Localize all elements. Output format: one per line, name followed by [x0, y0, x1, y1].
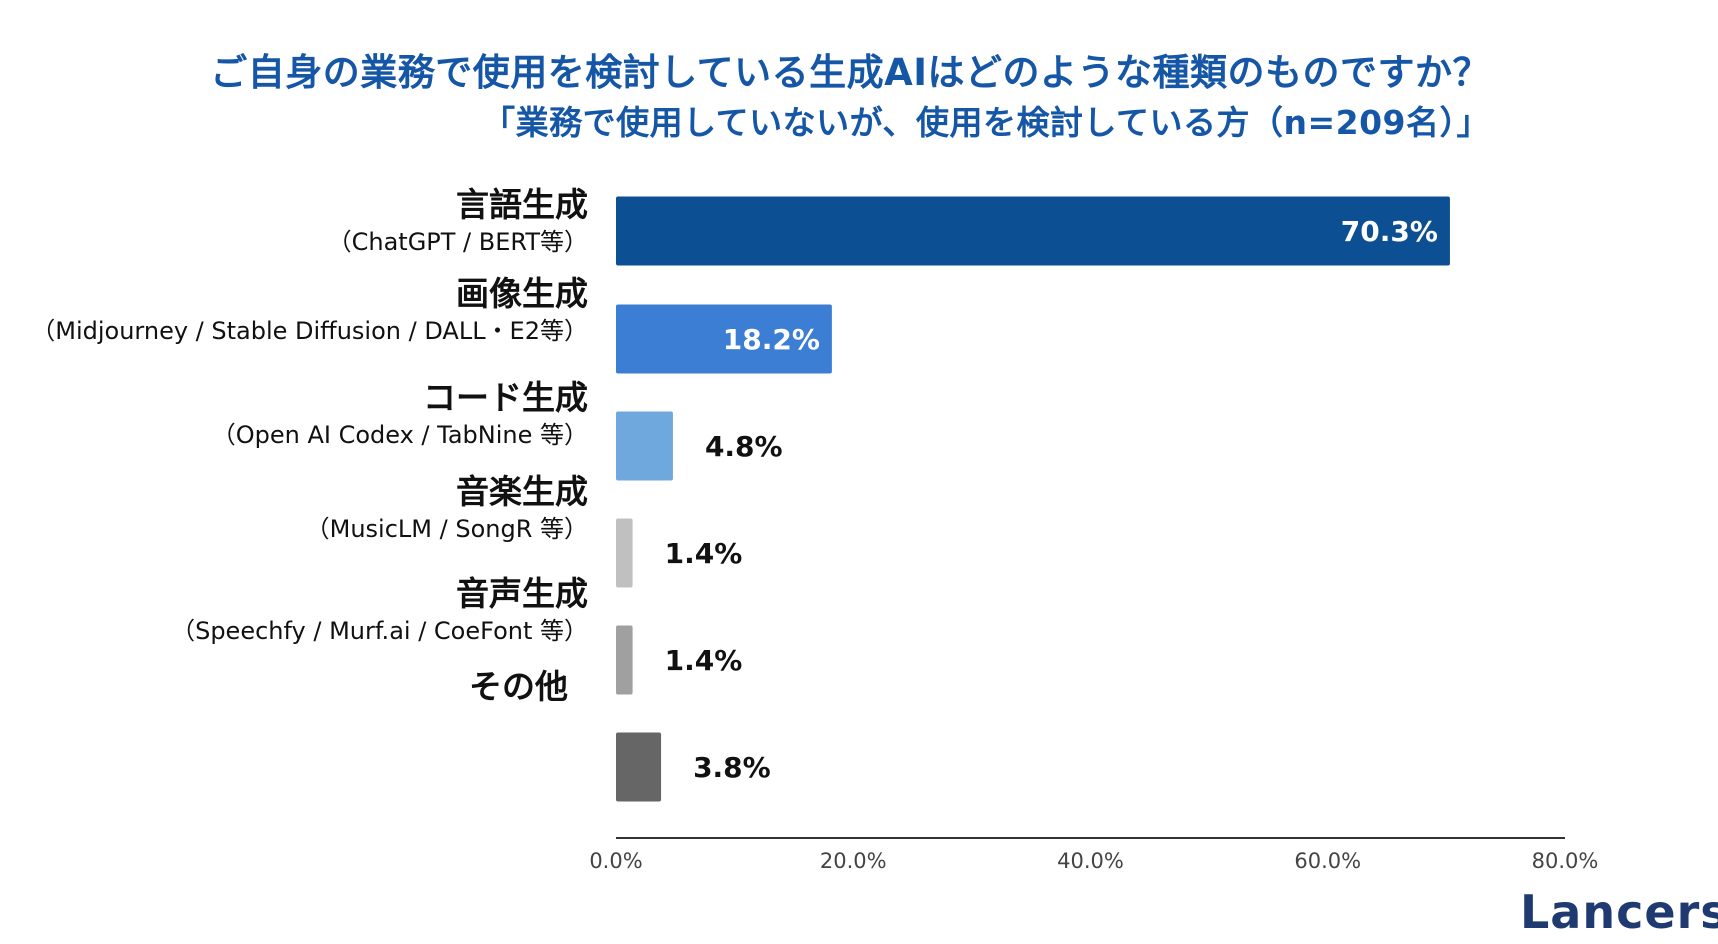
data-label-2: 18.2% [723, 323, 820, 356]
x-tick-label: 80.0% [1532, 849, 1599, 873]
lancers-logo: Lancers [1520, 885, 1718, 939]
category-examples: （Midjourney / Stable Diffusion / DALL・E2… [31, 317, 588, 345]
category-label-image: 画像生成 （Midjourney / Stable Diffusion / DA… [0, 274, 588, 346]
data-label-6: 3.8% [693, 751, 771, 784]
bar-6 [616, 732, 662, 802]
chart-subtitle: 「業務で使用していないが、使用を検討している方（n=209名）」 [482, 103, 1490, 142]
category-label-other: その他 [0, 667, 568, 707]
category-name: 画像生成 [456, 274, 588, 313]
bar-5 [616, 625, 633, 695]
category-name: その他 [469, 667, 568, 706]
x-tick-label: 20.0% [820, 849, 887, 873]
x-tick-label: 0.0% [589, 849, 642, 873]
x-tick-label: 60.0% [1294, 849, 1361, 873]
bar-3 [616, 411, 673, 481]
category-name: コード生成 [423, 378, 588, 417]
data-label-3: 4.8% [705, 430, 783, 463]
bar-4 [616, 518, 633, 588]
category-name: 言語生成 [456, 185, 588, 224]
category-examples: （Speechfy / Murf.ai / CoeFont 等） [171, 617, 588, 645]
category-label-code: コード生成 （Open AI Codex / TabNine 等） [0, 378, 588, 450]
data-label-4: 1.4% [665, 537, 743, 570]
category-name: 音声生成 [456, 574, 588, 613]
category-examples: （Open AI Codex / TabNine 等） [211, 421, 588, 449]
bar-2 [616, 304, 832, 374]
category-label-voice: 音声生成 （Speechfy / Murf.ai / CoeFont 等） [0, 574, 588, 646]
chart-title: ご自身の業務で使用を検討している生成AIはどのような種類のものですか？ [210, 51, 1490, 94]
data-label-5: 1.4% [665, 644, 743, 677]
bar-1 [616, 196, 1450, 266]
category-examples: （ChatGPT / BERT等） [327, 228, 588, 256]
data-label-1: 70.3% [1341, 215, 1438, 248]
category-label-music: 音楽生成 （MusicLM / SongR 等） [0, 472, 588, 544]
category-name: 音楽生成 [456, 472, 588, 511]
category-examples: （MusicLM / SongR 等） [305, 515, 588, 543]
x-tick-label: 40.0% [1057, 849, 1124, 873]
category-label-language: 言語生成 （ChatGPT / BERT等） [0, 185, 588, 257]
